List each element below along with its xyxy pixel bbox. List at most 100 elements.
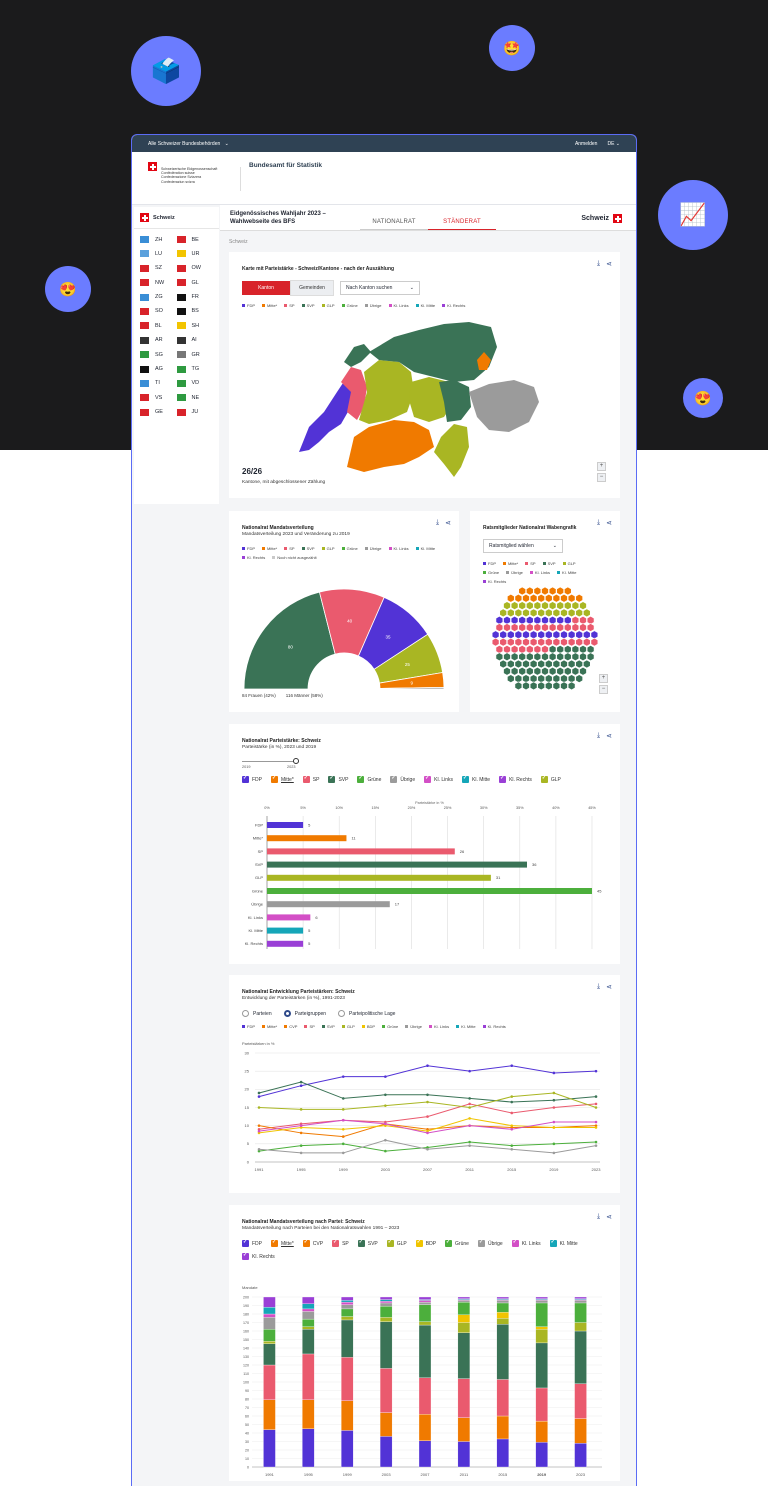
sidebar-country[interactable]: Schweiz (134, 207, 219, 229)
stack-segment-kl-rechts[interactable] (341, 1296, 354, 1301)
hex-seat[interactable] (545, 674, 553, 683)
stack-segment-kl-rechts[interactable] (302, 1296, 315, 1304)
hex-seat[interactable] (537, 659, 545, 669)
hex-seat[interactable] (510, 666, 519, 676)
stack-segment-glp[interactable] (263, 1341, 276, 1344)
hex-seat[interactable] (507, 659, 515, 669)
bar-mitte[interactable] (267, 835, 347, 842)
stack-segment-kl-mitte[interactable] (302, 1303, 315, 1310)
bar-kl-links[interactable] (267, 914, 311, 921)
hex-seat[interactable] (545, 681, 553, 691)
bar-kl-rechts[interactable] (267, 940, 304, 947)
hex-seat[interactable] (579, 652, 587, 662)
stack-segment-sp[interactable] (341, 1357, 354, 1401)
zoom-in-button[interactable]: + (599, 674, 608, 683)
hex-seat[interactable] (518, 601, 526, 610)
sidebar-item-ai[interactable]: AI (176, 336, 214, 344)
point-mitte[interactable] (510, 1126, 514, 1129)
hex-seat[interactable] (579, 615, 587, 625)
hex-seat[interactable] (548, 586, 557, 596)
stack-segment-mitte[interactable] (379, 1412, 393, 1437)
hex-seat[interactable] (583, 608, 591, 618)
stack-segment-mitte[interactable] (496, 1415, 509, 1440)
point-bdp[interactable] (426, 1129, 429, 1133)
point-kl-links[interactable] (510, 1128, 514, 1131)
bar-übrige[interactable] (267, 901, 390, 908)
hex-seat[interactable] (537, 630, 545, 640)
hex-seat[interactable] (560, 593, 568, 603)
point-svp[interactable] (510, 1100, 514, 1104)
legend-item-fdp[interactable]: FDP (483, 561, 496, 566)
legend-item-übrige[interactable]: Übrige (365, 303, 382, 308)
hex-seat[interactable] (518, 586, 526, 596)
hex-seat[interactable] (552, 637, 561, 647)
point-svp[interactable] (426, 1093, 429, 1097)
point-fdp[interactable] (510, 1064, 514, 1068)
hex-seat[interactable] (571, 666, 580, 676)
hex-seat[interactable] (579, 623, 587, 632)
sidebar-item-zh[interactable]: ZH (140, 236, 177, 243)
map-region-uri[interactable] (439, 380, 471, 422)
hex-seat[interactable] (564, 615, 572, 625)
hex-seat[interactable] (537, 637, 545, 647)
hex-seat[interactable] (533, 645, 542, 654)
hex-seat[interactable] (590, 630, 599, 640)
legend-checkbox-cvp[interactable]: CVP (302, 1239, 323, 1247)
hex-seat[interactable] (552, 674, 561, 683)
legend-item-fdp[interactable]: FDP (242, 1024, 255, 1029)
legend-checkbox-fdp[interactable]: FDP (242, 1239, 262, 1247)
legend-checkbox-übrige[interactable]: Übrige (477, 1239, 503, 1247)
map-region-zh[interactable] (477, 352, 491, 370)
legend-item-mitte[interactable]: Mitte* (262, 303, 277, 308)
point-bdp[interactable] (384, 1124, 387, 1127)
point-kl-links[interactable] (299, 1124, 303, 1127)
point-übrige[interactable] (594, 1144, 598, 1147)
bar-sp[interactable] (267, 848, 455, 855)
point-grüne[interactable] (384, 1149, 387, 1153)
hex-seat[interactable] (522, 674, 530, 683)
point-bdp[interactable] (468, 1117, 471, 1120)
hex-seat[interactable] (552, 659, 561, 669)
hex-seat[interactable] (507, 674, 515, 683)
point-übrige[interactable] (426, 1147, 429, 1151)
hex-seat[interactable] (567, 593, 576, 603)
hex-seat[interactable] (522, 637, 530, 647)
map-region-be-north[interactable] (359, 360, 414, 424)
point-fdp[interactable] (552, 1071, 556, 1075)
point-kl-links[interactable] (552, 1120, 556, 1124)
download-icon[interactable]: ⤓ (436, 519, 440, 526)
hex-seat[interactable] (541, 666, 549, 676)
login-link[interactable]: Anmelden (574, 140, 598, 147)
hex-seat[interactable] (548, 666, 557, 676)
hex-seat[interactable] (526, 601, 534, 610)
point-kl-links[interactable] (384, 1122, 387, 1126)
stack-segment-glp[interactable] (341, 1316, 354, 1321)
legend-item-sp[interactable]: SP (284, 303, 294, 308)
stack-segment-mitte[interactable] (263, 1399, 276, 1430)
stack-segment-kl-rechts[interactable] (574, 1296, 587, 1299)
hex-seat[interactable] (522, 630, 530, 640)
stack-segment-bdp[interactable] (457, 1314, 471, 1323)
hex-seat[interactable] (545, 608, 553, 618)
stack-segment-kl-mitte[interactable] (263, 1307, 276, 1315)
hex-seat[interactable] (503, 652, 511, 662)
hex-seat[interactable] (545, 630, 553, 640)
hex-seat[interactable] (579, 601, 587, 610)
stack-segment-kl-links[interactable] (418, 1300, 432, 1303)
hex-seat[interactable] (533, 586, 542, 596)
point-fdp[interactable] (384, 1075, 387, 1078)
stack-segment-kl-links[interactable] (341, 1301, 354, 1305)
stack-segment-glp[interactable] (418, 1321, 432, 1326)
hex-seat[interactable] (556, 601, 564, 610)
hex-seat[interactable] (560, 674, 568, 683)
point-übrige[interactable] (299, 1151, 303, 1155)
hex-seat[interactable] (586, 623, 595, 632)
legend-item-svp[interactable]: SVP (302, 546, 315, 551)
hex-seat[interactable] (579, 666, 587, 676)
stack-segment-bdp[interactable] (535, 1326, 548, 1330)
stack-segment-kl-mitte[interactable] (379, 1299, 393, 1302)
stack-segment-grüne[interactable] (341, 1308, 354, 1317)
stack-segment-svp[interactable] (379, 1321, 393, 1369)
stack-segment-fdp[interactable] (341, 1430, 354, 1468)
legend-item-sp[interactable]: SP (284, 546, 294, 551)
